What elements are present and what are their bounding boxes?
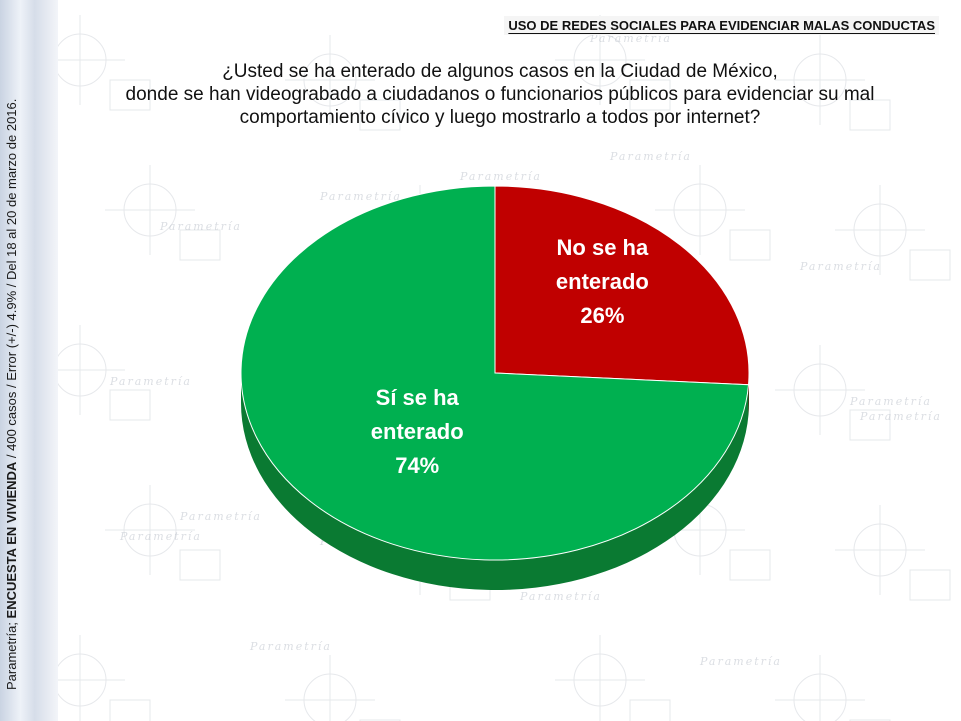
sidebar-strip: Parametría; ENCUESTA EN VIVIENDA / 400 c…	[0, 0, 58, 721]
header-title: USO DE REDES SOCIALES PARA EVIDENCIAR MA…	[504, 16, 939, 35]
svg-text:Parametría: Parametría	[159, 220, 242, 233]
pie-slice-1	[240, 185, 750, 561]
question-line-2: donde se han videograbado a ciudadanos o…	[125, 84, 875, 105]
svg-text:Parametría: Parametría	[589, 32, 672, 45]
svg-text:Parametría: Parametría	[109, 375, 192, 388]
question-text: ¿Usted se ha enterado de algunos casos e…	[60, 60, 940, 129]
question-line-1: ¿Usted se ha enterado de algunos casos e…	[222, 61, 778, 82]
svg-text:Parametría: Parametría	[699, 655, 782, 668]
svg-text:Parametría: Parametría	[519, 590, 602, 603]
svg-text:Parametría: Parametría	[459, 170, 542, 183]
svg-text:Parametría: Parametría	[849, 395, 932, 408]
pie-slice-label-0: No se ha enterado 26%	[556, 235, 649, 328]
pie-slice-side-1	[241, 373, 749, 590]
svg-text:Parametría: Parametría	[859, 410, 942, 423]
svg-text:Parametría: Parametría	[319, 190, 402, 203]
svg-text:Parametría: Parametría	[119, 530, 202, 543]
svg-text:Parametría: Parametría	[609, 150, 692, 163]
pie-slice-label-1: Sí se ha enterado 74%	[371, 385, 464, 478]
svg-text:Parametría: Parametría	[179, 510, 262, 523]
pie-slice-0	[494, 185, 750, 386]
svg-text:Parametría: Parametría	[799, 260, 882, 273]
svg-text:Parametría: Parametría	[249, 640, 332, 653]
question-line-3: comportamiento cívico y luego mostrarlo …	[239, 107, 761, 128]
